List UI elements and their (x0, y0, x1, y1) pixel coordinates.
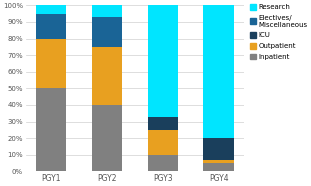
Bar (147, 117, 178, 130)
Bar (203, 5, 234, 138)
Bar (203, 163, 234, 171)
Bar (91, 5, 122, 17)
Bar (147, 155, 178, 171)
Bar (36, 88, 66, 171)
Bar (91, 47, 122, 105)
Bar (36, 14, 66, 39)
Bar (91, 105, 122, 171)
Bar (203, 138, 234, 160)
Bar (36, 39, 66, 88)
Bar (147, 130, 178, 155)
Bar (203, 160, 234, 163)
Bar (91, 17, 122, 47)
Legend: Research, Electives/
Miscellaneous, ICU, Outpatient, Inpatient: Research, Electives/ Miscellaneous, ICU,… (250, 4, 308, 60)
Bar (36, 5, 66, 14)
Bar (147, 5, 178, 117)
